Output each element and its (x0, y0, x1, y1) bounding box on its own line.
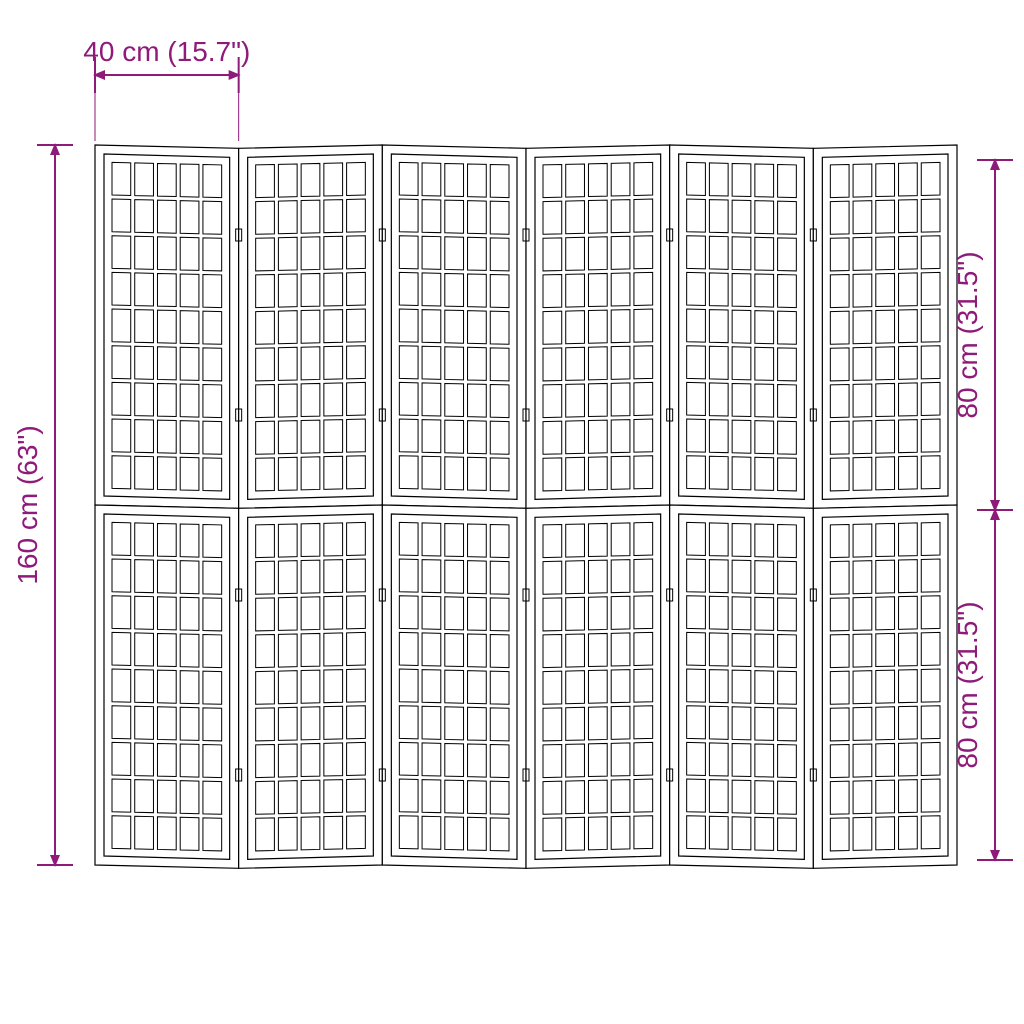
lower-section-label: 80 cm (31.5") (952, 601, 983, 768)
upper-section-label: 80 cm (31.5") (952, 251, 983, 418)
width-label: 40 cm (15.7") (83, 36, 250, 67)
divider-figure (95, 145, 957, 868)
height-label: 160 cm (63") (12, 425, 43, 584)
